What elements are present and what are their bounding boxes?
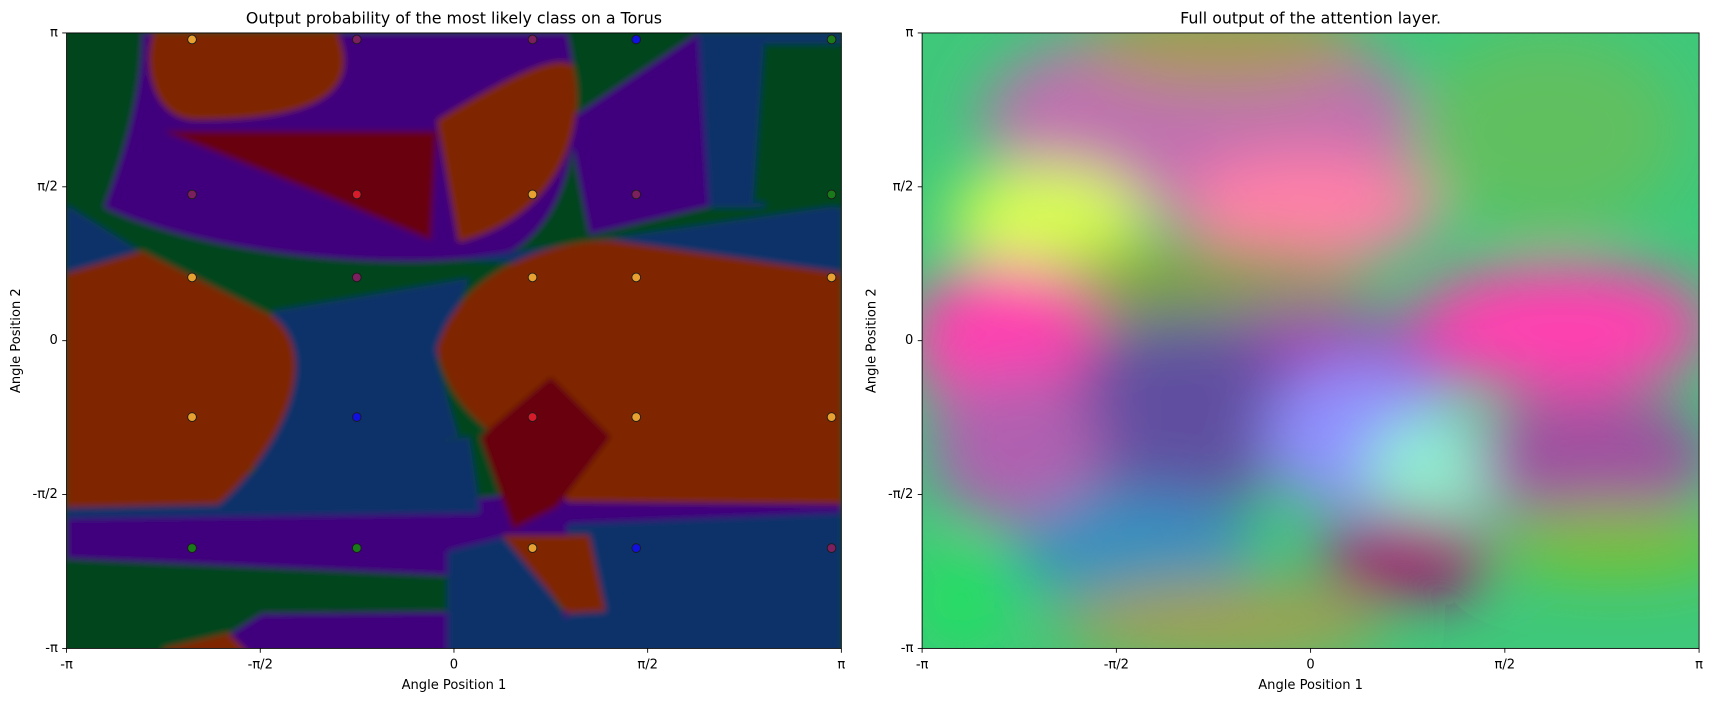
x-tick-label: -π/2 xyxy=(248,657,273,672)
scatter-point xyxy=(631,34,642,45)
chart-title: Output probability of the most likely cl… xyxy=(246,8,662,27)
y-axis-label: Angle Position 2 xyxy=(864,288,879,393)
scatter-point xyxy=(826,412,837,422)
y-tick-label: π/2 xyxy=(37,179,58,194)
scatter-point xyxy=(187,412,197,422)
scatter-point xyxy=(351,272,362,283)
scatter-point xyxy=(631,189,642,200)
x-tick-label: 0 xyxy=(450,657,458,672)
x-tick-label: -π xyxy=(916,657,929,672)
x-tick-label: -π/2 xyxy=(1104,657,1129,672)
scatter-point xyxy=(631,412,642,422)
chart-title: Full output of the attention layer. xyxy=(1180,8,1441,27)
y-tick-label: -π xyxy=(45,641,58,656)
scatter-point xyxy=(187,189,197,200)
y-tick-label: 0 xyxy=(50,333,58,348)
x-tick-label: π xyxy=(837,657,845,672)
attention-map xyxy=(922,32,1700,649)
scatter-point xyxy=(527,189,538,200)
scatter-point xyxy=(527,543,538,553)
x-axis-label: Angle Position 1 xyxy=(1258,678,1363,693)
y-tick-label: π xyxy=(906,25,914,40)
scatter-point xyxy=(826,543,837,553)
y-axis-label: Angle Position 2 xyxy=(9,288,24,393)
x-tick-label: 0 xyxy=(1306,657,1314,672)
x-tick-label: π/2 xyxy=(637,657,658,672)
scatter-point xyxy=(187,34,197,45)
x-tick-label: π/2 xyxy=(1495,657,1516,672)
y-tick-label: -π/2 xyxy=(888,487,913,502)
y-tick-label: -π xyxy=(901,641,914,656)
scatter-point xyxy=(527,412,538,422)
x-axis-label: Angle Position 1 xyxy=(402,678,507,693)
scatter-point xyxy=(826,34,837,45)
scatter-point xyxy=(826,272,837,283)
x-tick-label: π xyxy=(1695,657,1703,672)
y-tick-label: 0 xyxy=(905,333,913,348)
scatter-point xyxy=(351,34,362,45)
scatter-point xyxy=(187,272,197,283)
scatter-point xyxy=(631,543,642,553)
scatter-point xyxy=(351,189,362,200)
x-tick-label: -π xyxy=(60,657,73,672)
scatter-point xyxy=(631,272,642,283)
scatter-point xyxy=(527,272,538,283)
y-tick-label: π/2 xyxy=(893,179,914,194)
class-map xyxy=(66,32,842,649)
scatter-point xyxy=(826,189,837,200)
scatter-point xyxy=(527,34,538,45)
y-tick-label: π xyxy=(50,25,58,40)
y-tick-label: -π/2 xyxy=(33,487,58,502)
scatter-point xyxy=(351,543,362,553)
scatter-point xyxy=(351,412,362,422)
scatter-point xyxy=(187,543,197,553)
